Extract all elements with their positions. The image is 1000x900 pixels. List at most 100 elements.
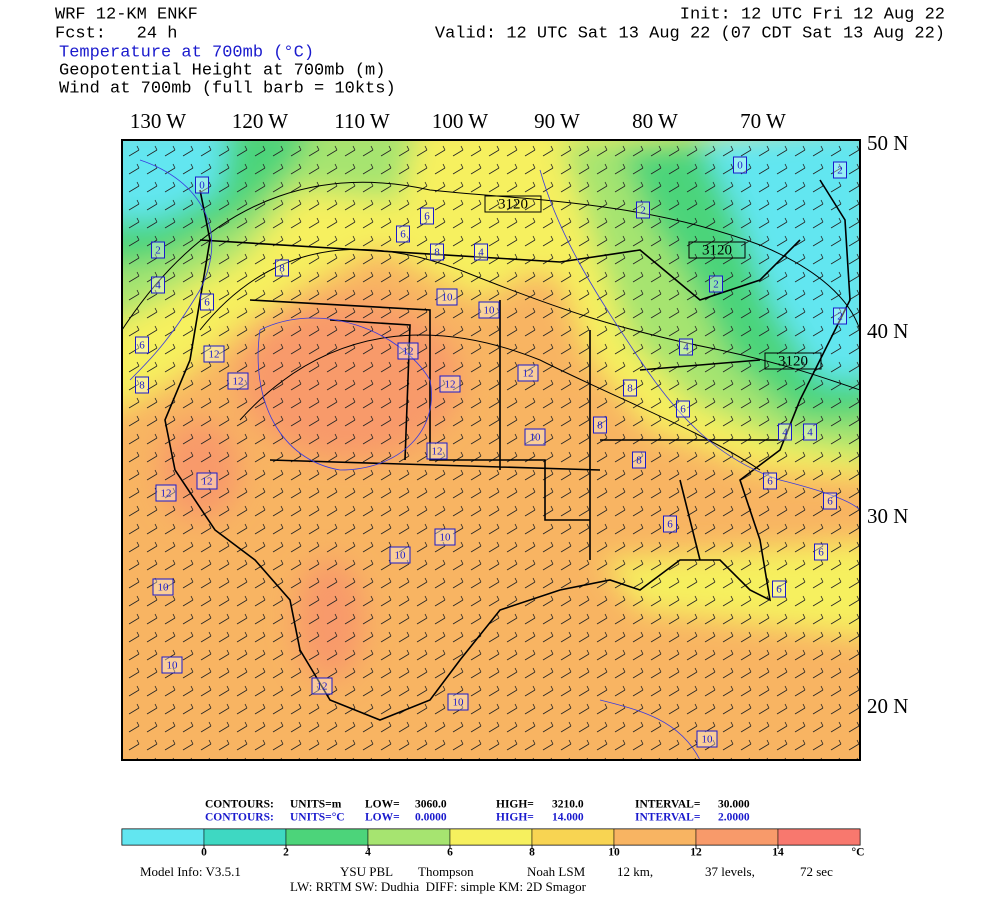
contour-label: 3120 [764, 352, 822, 370]
contour-label-text: 10 [440, 532, 452, 544]
contour-info: HIGH= [496, 812, 534, 824]
contour-info: UNITS=°C [290, 812, 345, 824]
colorbar-bin [695, 828, 779, 846]
contour-label-box [833, 161, 847, 179]
map-frame [121, 139, 861, 761]
contour-label: 10 [389, 546, 411, 564]
contour-label-box [195, 176, 209, 194]
contour-label-text: 12 [445, 379, 456, 391]
contour-info: UNITS=m [290, 799, 342, 811]
footer-text: Thompson [418, 864, 474, 879]
field-name: Wind at 700mb (full barb = 10kts) [59, 79, 396, 98]
forecast: Fcst: 24 h [55, 24, 177, 43]
contour-info: CONTOURS: [205, 812, 274, 824]
contour-label-box [439, 375, 461, 393]
contour-label-box [203, 345, 225, 363]
contour-label-box [517, 364, 539, 382]
contour-label-box [196, 472, 218, 490]
contour-label-text: 6 [424, 211, 430, 223]
footer-text: 37 levels, [705, 864, 755, 879]
contour-label-text: 2 [640, 205, 646, 217]
contour-label: 6 [814, 543, 828, 561]
contour-label-box [426, 442, 448, 460]
colorbar-tick-label: 6 [447, 847, 453, 859]
contour-label-box [151, 276, 165, 294]
contour-label-box [593, 416, 607, 434]
contour-label-text: 6 [139, 340, 145, 352]
contour-label-box [772, 580, 786, 598]
temperature-contours [129, 159, 860, 760]
contour-label-box [155, 484, 177, 502]
contour-label-text: 4 [782, 427, 788, 439]
contour-label: 12 [196, 472, 218, 490]
contour-label-text: 4 [155, 280, 161, 292]
contour-label: 8 [632, 451, 646, 469]
contour-label-text: 6 [767, 476, 773, 488]
colorbar-bin [449, 828, 533, 846]
contour-label: 12 [397, 342, 419, 360]
footer-text: LW: RRTM SW: Dudhia DIFF: simple KM: 2D … [290, 879, 587, 894]
contour-label-box [474, 243, 488, 261]
footer-text: Noah LSM [527, 864, 586, 879]
colorbar-tick-label: 8 [529, 847, 535, 859]
contour-info: 14.000 [552, 812, 584, 824]
contour-label-text: 6 [776, 584, 782, 596]
contour-label-text: 8 [139, 380, 145, 392]
contour-label-box [688, 241, 746, 259]
colorbar-bin [531, 828, 615, 846]
contour-label: 6 [823, 492, 837, 510]
contour-label-box [311, 677, 333, 695]
contour-label-text: 12 [317, 681, 328, 693]
contour-label-text: 12 [523, 368, 534, 380]
contour-label: 0 [195, 176, 209, 194]
contour-label: 6 [420, 207, 434, 225]
field-name: Temperature at 700mb (°C) [59, 43, 314, 62]
longitude-label: 110 W [334, 109, 390, 133]
colorbar-tick-label: 14 [772, 847, 784, 859]
colorbar-tick-label: 4 [365, 847, 371, 859]
contour-label-text: 12 [209, 349, 220, 361]
contour-label-text: 0 [199, 180, 205, 192]
contour-label-text: 0 [737, 160, 743, 172]
contour-label-text: 10 [453, 697, 465, 709]
contour-label-text: 12 [403, 346, 414, 358]
longitude-label: 80 W [632, 109, 678, 133]
contour-label-text: 10 [530, 432, 542, 444]
contour-label-text: 4 [807, 427, 813, 439]
contour-label-box [764, 352, 822, 370]
colorbar-tick-label: 2 [283, 847, 289, 859]
contour-label-text: 12 [432, 446, 443, 458]
contour-label: 8 [593, 416, 607, 434]
contour-label-box [623, 379, 637, 397]
contour-label-text: 4 [683, 342, 689, 354]
contour-label-text: 10 [167, 660, 179, 672]
contour-label-box [430, 243, 444, 261]
contour-label: 10 [447, 693, 469, 711]
contour-label-box [524, 428, 546, 446]
contour-label-text: 12 [202, 476, 213, 488]
contour-label-box [676, 400, 690, 418]
contour-label-box [478, 301, 500, 319]
contour-label: 8 [623, 379, 637, 397]
contour-label-box [420, 207, 434, 225]
contour-label: 3120 [688, 241, 746, 259]
longitude-label: 90 W [534, 109, 580, 133]
contour-label-text: 8 [597, 420, 603, 432]
colorbar-bin [613, 828, 697, 846]
height-contours [122, 181, 860, 471]
contour-info: HIGH= [496, 799, 534, 811]
contour-label-box [709, 275, 723, 293]
colorbar-bin [203, 828, 287, 846]
contour-label-text: 2 [837, 165, 843, 177]
contour-label: 2 [833, 161, 847, 179]
contour-label-text: 6 [818, 547, 824, 559]
contour-label-text: 8 [627, 383, 633, 395]
contour-label-box [436, 288, 458, 306]
contour-label: 12 [439, 375, 461, 393]
contour-label-box [803, 423, 817, 441]
contour-label-text: 10 [158, 582, 170, 594]
contour-label-text: 10 [484, 305, 496, 317]
footer-text: Model Info: V3.5.1 [140, 864, 241, 879]
valid-time: Valid: 12 UTC Sat 13 Aug 22 (07 CDT Sat … [435, 24, 945, 43]
